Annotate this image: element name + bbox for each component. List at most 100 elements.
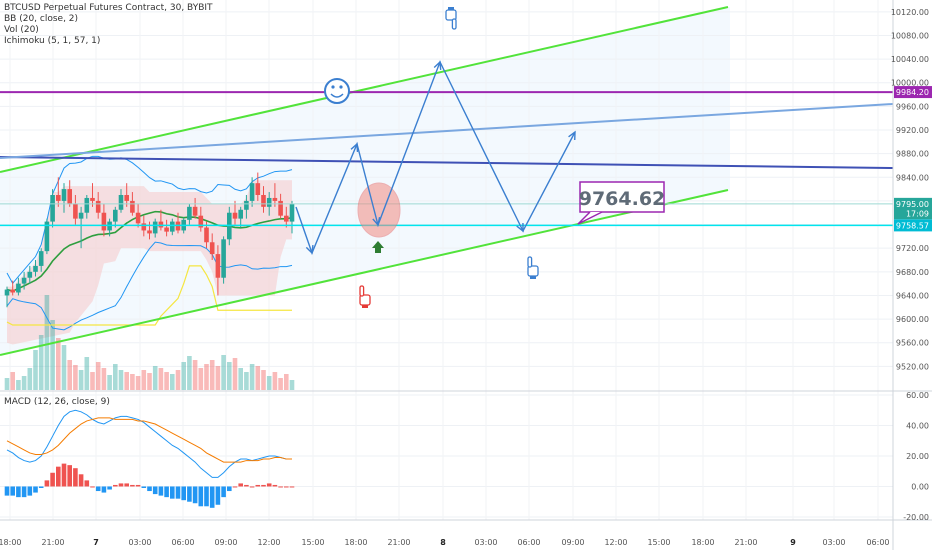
volume-bar xyxy=(170,374,175,390)
macd-signal-line xyxy=(6,417,292,463)
macd-histogram xyxy=(4,463,295,508)
macd-histogram-bar xyxy=(141,486,147,488)
price-tick-label: 9600.00 xyxy=(896,315,929,324)
macd-histogram-bar xyxy=(135,484,141,487)
price-tick-label: 10040.00 xyxy=(891,55,929,64)
volume-bar xyxy=(113,364,118,390)
candle-body xyxy=(44,221,50,252)
volume-bar xyxy=(181,362,186,390)
candle-body xyxy=(130,200,135,213)
macd-histogram-bar xyxy=(261,484,266,487)
macd-histogram-bar xyxy=(227,486,232,492)
macd-histogram-bar xyxy=(209,486,215,508)
candle-body xyxy=(272,197,278,201)
candle-body xyxy=(232,212,238,219)
price-tick-label: 9920.00 xyxy=(896,126,929,135)
time-tick-label: 15:00 xyxy=(301,538,324,547)
bb-basis-line xyxy=(6,210,293,292)
price-annotation: 9764.62 xyxy=(577,181,665,225)
candle-body xyxy=(238,209,243,219)
time-tick-label: 18:00 xyxy=(691,538,714,547)
macd-histogram-bar xyxy=(21,486,27,498)
price-tick-label: 10120.00 xyxy=(891,8,929,17)
candle-body xyxy=(249,183,255,201)
macd-histogram-bar xyxy=(113,484,118,487)
macd-histogram-bar xyxy=(10,486,15,496)
candle-body xyxy=(261,195,266,207)
candle-body xyxy=(147,230,152,234)
volume-bar xyxy=(10,372,15,390)
macd-histogram-bar xyxy=(158,486,164,496)
candle-body xyxy=(84,197,90,213)
macd-histogram-bar xyxy=(38,486,44,488)
smiley-eye xyxy=(331,85,335,89)
volume-bar xyxy=(147,373,152,390)
light-blue-trend-line xyxy=(0,103,894,159)
candle-body xyxy=(198,215,204,228)
volume-bar xyxy=(101,368,107,390)
bb-legend[interactable]: BB (20, close, 2) xyxy=(4,14,79,24)
price-label-text: 17:09 xyxy=(906,209,929,218)
macd-tick-label: 20.00 xyxy=(906,452,929,461)
volume-bar xyxy=(289,380,295,390)
candle-body xyxy=(278,200,283,216)
time-tick-label: 18:00 xyxy=(0,538,22,547)
candle-body xyxy=(152,221,158,234)
macd-histogram-bar xyxy=(16,486,21,498)
time-tick-label: 09:00 xyxy=(561,538,584,547)
macd-histogram-bar xyxy=(272,484,278,487)
candle-body xyxy=(50,195,55,222)
time-tick-label: 9 xyxy=(790,538,796,547)
price-label-text: 9758.57 xyxy=(896,221,929,230)
volume-bar xyxy=(261,370,266,390)
volume-bar xyxy=(118,370,124,390)
volume-bar xyxy=(227,362,232,390)
volume-bar xyxy=(33,350,38,390)
candle-body xyxy=(56,195,61,201)
macd-histogram-bar xyxy=(244,484,249,487)
volume-bar xyxy=(175,370,181,390)
vol-legend[interactable]: Vol (20) xyxy=(4,25,39,35)
volume-bar xyxy=(255,366,261,390)
macd-tick-label: 40.00 xyxy=(906,422,929,431)
candle-body xyxy=(61,189,67,201)
volume-bar xyxy=(141,370,147,390)
time-tick-label: 18:00 xyxy=(344,538,367,547)
macd-histogram-bar xyxy=(130,484,135,487)
price-tick-label: 10080.00 xyxy=(891,31,929,40)
ichimoku-legend[interactable]: Ichimoku (5, 1, 57, 1) xyxy=(4,36,101,46)
macd-histogram-bar xyxy=(90,486,95,488)
price-label-tag xyxy=(894,197,932,210)
candle-body xyxy=(215,254,221,278)
macd-histogram-bar xyxy=(95,486,101,492)
time-tick-label: 7 xyxy=(93,538,99,547)
projection-arrowhead xyxy=(350,142,359,153)
candle-body xyxy=(135,212,141,224)
candle-body xyxy=(21,277,27,284)
candles xyxy=(4,172,295,308)
time-tick-label: 21:00 xyxy=(41,538,64,547)
candle-body xyxy=(124,195,129,201)
candle-body xyxy=(73,203,78,219)
candle-body xyxy=(27,271,33,278)
candle-body xyxy=(187,206,192,220)
time-tick-label: 21:00 xyxy=(734,538,757,547)
hand-cuff xyxy=(362,305,368,308)
volume-bar xyxy=(78,370,84,390)
price-label-tag xyxy=(894,207,932,220)
macd-histogram-bar xyxy=(284,486,289,488)
macd-histogram-bar xyxy=(221,486,226,498)
candle-body xyxy=(141,223,147,231)
volume-bar xyxy=(198,368,204,390)
candle-body xyxy=(38,251,44,266)
macd-legend[interactable]: MACD (12, 26, close, 9) xyxy=(4,397,110,407)
macd-histogram-bar xyxy=(61,463,67,487)
symbol-title[interactable]: BTCUSD Perpetual Futures Contract, 30, B… xyxy=(4,3,213,13)
up-arrow-icon xyxy=(372,241,384,253)
time-tick-label: 06:00 xyxy=(866,538,889,547)
price-tick-label: 9960.00 xyxy=(896,102,929,111)
volume-bar xyxy=(158,368,164,390)
candle-body xyxy=(118,195,124,210)
volume-bar xyxy=(164,372,169,390)
